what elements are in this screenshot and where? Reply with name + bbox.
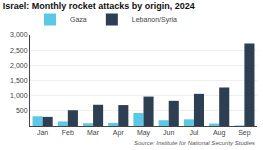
svg-text:2,000: 2,000	[10, 62, 28, 69]
svg-text:Israel: Monthly rocket attacks: Israel: Monthly rocket attacks by origin…	[3, 1, 195, 11]
svg-text:500: 500	[16, 107, 28, 114]
svg-text:Jul: Jul	[189, 129, 198, 136]
svg-text:2,500: 2,500	[10, 47, 28, 54]
svg-text:Lebanon/Syria: Lebanon/Syria	[132, 16, 177, 24]
svg-text:Apr: Apr	[113, 129, 125, 137]
svg-text:Jun: Jun	[163, 129, 174, 136]
svg-text:1,000: 1,000	[10, 92, 28, 99]
svg-text:Mar: Mar	[87, 129, 100, 136]
svg-text:Aug: Aug	[213, 129, 226, 137]
svg-text:1,500: 1,500	[10, 77, 28, 84]
svg-text:Feb: Feb	[62, 129, 74, 136]
svg-text:Gaza: Gaza	[70, 16, 87, 23]
svg-text:Jan: Jan	[37, 129, 48, 136]
svg-text:Sep: Sep	[238, 129, 251, 137]
svg-text:May: May	[137, 129, 151, 137]
svg-text:3,000: 3,000	[10, 31, 28, 38]
svg-text:Source: Institute for National: Source: Institute for National Security …	[134, 140, 255, 146]
